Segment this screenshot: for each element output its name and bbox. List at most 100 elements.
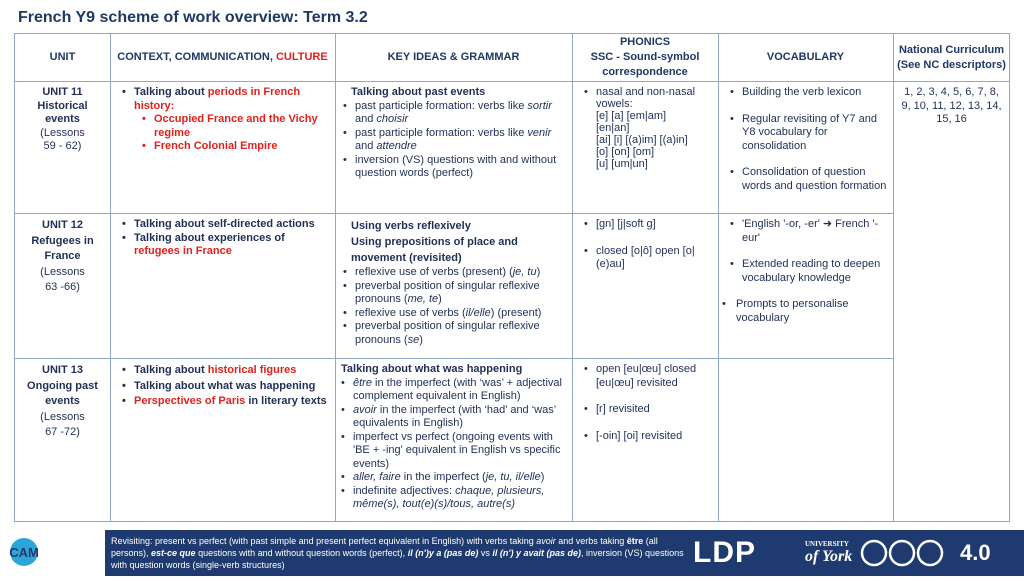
text: avoir <box>353 403 377 416</box>
text: events <box>45 395 80 407</box>
text: ) (present) <box>490 306 542 319</box>
logo-area: CAM <box>0 530 105 576</box>
text: chaque, plusieurs, même(s), tout(e)(s)/t… <box>353 484 545 511</box>
text: and verbs taking <box>555 536 627 546</box>
text: ) <box>419 333 423 346</box>
col-line <box>335 34 336 521</box>
text: Historical events <box>37 99 88 126</box>
header-cell: CONTEXT, COMMUNICATION, CULTURE <box>110 34 335 81</box>
text: Building the verb lexicon <box>730 86 887 100</box>
text: periods in French history: <box>134 86 301 112</box>
text: indefinite adjectives: <box>353 484 456 497</box>
text: 67 -72) <box>45 426 80 438</box>
text: Regular revisiting of Y7 and Y8 vocabula… <box>730 113 887 154</box>
header-text: PHONICS <box>619 36 671 48</box>
header-cell: PHONICS SSC - Sound-symbol correspondence <box>572 34 718 81</box>
text: je, tu, il/elle <box>485 471 541 483</box>
header-text: National Curriculum <box>898 43 1005 56</box>
text: ) <box>540 471 545 483</box>
vocab-cell: 'English '-or, -er' ➜ French '-eur' Exte… <box>718 214 893 329</box>
text: avoir <box>536 536 556 546</box>
text: ) <box>536 266 541 278</box>
text: refugees in France <box>134 245 232 257</box>
text: UNIT 11 <box>42 86 83 98</box>
text: (all persons), <box>111 536 658 558</box>
text: 63 -66) <box>45 281 80 293</box>
unit-cell: UNIT 13 Ongoing past events (Lessons 67 … <box>15 359 110 445</box>
text: inversion (VS) questions with and withou… <box>343 154 566 181</box>
unit-cell: UNIT 12 Refugees in France (Lessons 63 -… <box>15 214 110 300</box>
text: Refugees in <box>31 234 94 247</box>
text: attendre <box>376 140 417 152</box>
text: 1, 2, 3, 4, 5, 6, 7, 8, 9, 10, 11, 12, 1… <box>901 86 1002 125</box>
text: [-oin] [oi] revisited <box>584 430 712 444</box>
text: (Lessons <box>40 126 85 139</box>
text: 'English '-or, -er' ➜ French '-eur' <box>730 218 887 245</box>
text: (Lessons <box>40 410 85 423</box>
text: Talking about <box>134 364 208 376</box>
context-cell: Talking about periods in French history:… <box>110 82 335 158</box>
table: UNIT CONTEXT, COMMUNICATION, CULTURE KEY… <box>14 33 1010 522</box>
text: French Colonial Empire <box>142 140 329 154</box>
text: , inversion (VS) questions with question… <box>111 548 684 570</box>
text: in the imperfect ( <box>400 471 486 483</box>
row-line <box>15 213 893 214</box>
header-cell: National Curriculum (See NC descriptors) <box>893 34 1010 81</box>
text: il (n')y a (pas de) <box>407 548 479 558</box>
text: preverbal position of singular reflexive… <box>355 279 540 306</box>
text: se <box>407 333 420 346</box>
unit-cell: UNIT 11 Historical events (Lessons 59 - … <box>15 82 110 158</box>
text: historical figures <box>207 364 297 376</box>
text: Extended reading to deepen vocabulary kn… <box>730 258 887 285</box>
text: venir <box>527 126 552 139</box>
grammar-cell: Talking about past events past participl… <box>335 82 572 185</box>
header-cell: UNIT <box>15 34 110 81</box>
vocab-cell: Building the verb lexicon Regular revisi… <box>718 82 893 197</box>
footer-text: Revisiting: present vs perfect (with pas… <box>111 535 691 571</box>
text: nasal and non-nasal vowels: <box>596 86 696 110</box>
text: Talking about experiences of <box>134 231 285 244</box>
text: imperfect vs perfect (ongoing events wit… <box>341 431 566 472</box>
text: Revisiting: present vs perfect (with pas… <box>111 536 537 546</box>
text: [u] [um|un] <box>596 158 648 170</box>
text: UNIT 12 <box>42 219 83 231</box>
context-cell: Talking about self-directed actions Talk… <box>110 214 335 263</box>
text: il (n') y avait (pas de) <box>492 548 582 558</box>
phonics-cell: [gn] [j|soft g] closed [o|ô] open [o|(e)… <box>572 214 718 276</box>
text: France <box>44 250 81 262</box>
text: Talking about past events <box>351 86 486 98</box>
grammar-cell: Talking about what was happening être in… <box>335 359 572 516</box>
header-cell: KEY IDEAS & GRAMMAR <box>335 34 572 81</box>
text: reflexive use of verbs ( <box>355 306 466 319</box>
text: and <box>355 113 377 125</box>
row-line <box>15 358 893 359</box>
text: in literary texts <box>245 395 327 407</box>
title: French Y9 scheme of work overview: Term … <box>18 9 368 26</box>
text: and <box>355 140 377 152</box>
text: sortir <box>527 99 552 112</box>
text: Talking about what was happening <box>341 363 523 375</box>
header-text: VOCABULARY <box>766 50 845 63</box>
col-line <box>893 34 894 521</box>
col-line <box>572 34 573 521</box>
text: aller, faire <box>353 471 401 483</box>
text: il/elle <box>465 306 491 319</box>
text: open [eu|œu] closed [eu|œu] revisited <box>584 363 712 390</box>
text: [o] [on] [om] <box>596 146 655 158</box>
phonics-cell: nasal and non-nasal vowels: [e] [a] [em|… <box>572 82 718 174</box>
text: 59 - 62) <box>43 140 82 152</box>
footer: Revisiting: present vs perfect (with pas… <box>105 530 1024 576</box>
grammar-cell: Using verbs reflexively Using prepositio… <box>335 214 572 351</box>
text: closed [o|ô] open [o|(e)au] <box>584 245 712 272</box>
york-logo: of York <box>805 548 853 565</box>
text: (Lessons <box>40 265 85 278</box>
text: Using verbs reflexively <box>351 220 471 232</box>
text: UNIT 13 <box>42 364 83 376</box>
text: Talking about self-directed actions <box>122 218 329 232</box>
text: Talking about what was happening <box>122 379 329 395</box>
text: vs <box>478 548 493 558</box>
header-text: SSC - Sound-symbol correspondence <box>590 51 700 78</box>
text: [en|an] <box>596 122 630 134</box>
header-text: CONTEXT, COMMUNICATION, <box>117 50 276 63</box>
